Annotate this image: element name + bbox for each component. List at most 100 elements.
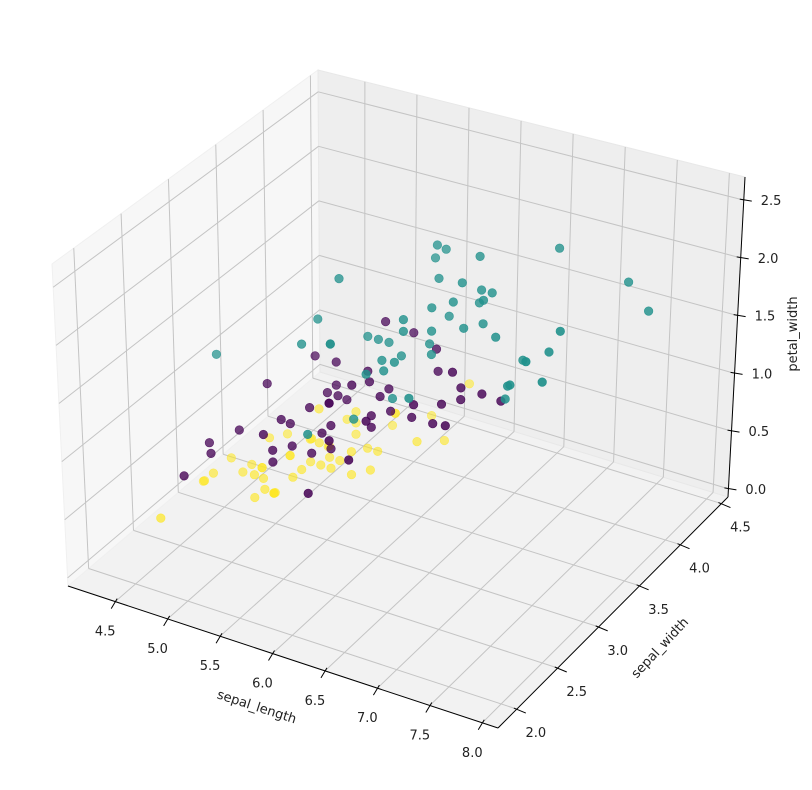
data-point bbox=[477, 389, 487, 399]
x-tick-mark bbox=[372, 684, 380, 696]
data-point bbox=[475, 251, 485, 261]
data-point bbox=[491, 332, 501, 342]
data-point bbox=[204, 438, 214, 448]
data-point bbox=[226, 453, 236, 463]
data-point bbox=[373, 334, 384, 345]
x-tick-label: 6.5 bbox=[305, 694, 326, 709]
data-point bbox=[342, 395, 352, 405]
z-tick-label: 0.5 bbox=[748, 425, 769, 440]
data-point bbox=[238, 467, 248, 477]
data-point bbox=[208, 468, 218, 478]
y-tick-mark bbox=[554, 666, 567, 673]
z-tick-label: 0.0 bbox=[745, 483, 766, 498]
data-point bbox=[521, 357, 531, 367]
x-tick-mark bbox=[163, 615, 171, 627]
data-point bbox=[478, 319, 488, 329]
data-point bbox=[427, 326, 437, 336]
data-point bbox=[331, 380, 341, 390]
data-point bbox=[505, 380, 515, 390]
data-point bbox=[373, 446, 383, 456]
data-point bbox=[464, 379, 475, 389]
data-point bbox=[363, 443, 373, 453]
data-point bbox=[276, 414, 286, 425]
data-point bbox=[349, 414, 359, 424]
floor-gridline-x bbox=[272, 431, 515, 654]
data-point bbox=[459, 323, 469, 333]
back-gridline-x bbox=[613, 146, 626, 462]
data-point bbox=[334, 274, 344, 284]
data-point bbox=[384, 337, 394, 348]
data-point bbox=[363, 331, 373, 342]
back-gridline-z bbox=[318, 200, 738, 317]
axes-panes bbox=[51, 69, 746, 729]
data-point bbox=[344, 455, 354, 465]
data-point bbox=[387, 393, 398, 404]
y-axis-line bbox=[497, 496, 729, 729]
x-tick-label: 7.5 bbox=[409, 728, 430, 743]
data-point bbox=[478, 295, 489, 305]
data-point bbox=[448, 297, 458, 307]
data-point bbox=[425, 339, 435, 349]
back-gridline-x bbox=[563, 133, 574, 447]
data-point bbox=[211, 349, 221, 359]
floor-gridline-y bbox=[133, 529, 558, 669]
data-point bbox=[364, 377, 375, 387]
data-point bbox=[487, 288, 497, 298]
data-point bbox=[365, 465, 376, 475]
data-point bbox=[268, 445, 278, 455]
left-gridline-z bbox=[55, 145, 319, 346]
data-point bbox=[440, 421, 450, 431]
x-axis-label: sepal_length bbox=[215, 688, 298, 728]
data-point bbox=[310, 351, 320, 361]
floor-gridline-x bbox=[114, 385, 366, 602]
data-point bbox=[361, 369, 371, 379]
x-tick-mark bbox=[110, 598, 118, 609]
y-tick-label: 3.5 bbox=[648, 603, 669, 618]
data-point bbox=[441, 244, 451, 254]
data-point bbox=[447, 367, 458, 377]
data-point bbox=[179, 471, 189, 481]
back-gridline-x bbox=[513, 120, 522, 432]
x-tick-mark bbox=[215, 632, 223, 644]
tick-labels: 4.5 5.0 5.5 6.0 6.5 7.0 7.5 8.0 2.0 2.5 3.0 3.5 4.0 4… bbox=[95, 194, 782, 761]
z-tick-mark bbox=[724, 487, 737, 491]
y-tick-mark bbox=[513, 707, 527, 714]
back-gridline-z bbox=[318, 145, 741, 259]
data-point bbox=[409, 400, 419, 410]
data-point bbox=[384, 384, 394, 394]
data-point bbox=[387, 420, 398, 431]
left-gridline-z bbox=[61, 254, 320, 463]
data-point bbox=[268, 457, 278, 467]
x-tick-mark bbox=[268, 650, 275, 661]
data-point bbox=[351, 429, 361, 439]
data-point bbox=[398, 326, 409, 337]
floor-gridline-x bbox=[219, 415, 465, 637]
y-tick-label: 4.5 bbox=[730, 521, 751, 536]
gridlines bbox=[52, 75, 744, 724]
data-point bbox=[346, 447, 357, 457]
data-point bbox=[247, 459, 257, 470]
floor-gridline-x bbox=[167, 400, 415, 620]
data-point bbox=[288, 472, 298, 482]
data-point bbox=[322, 388, 333, 398]
data-point bbox=[258, 473, 269, 484]
data-point bbox=[249, 470, 259, 480]
left-gridline-y bbox=[309, 75, 314, 379]
data-point bbox=[386, 406, 396, 416]
y-axis-label: sepal_width bbox=[629, 615, 692, 681]
floor-gridline-x bbox=[481, 492, 714, 724]
floor-gridline-y bbox=[178, 491, 599, 628]
y-tick-label: 2.0 bbox=[525, 726, 546, 741]
z-tick-label: 2.5 bbox=[761, 194, 782, 209]
back-gridline-x bbox=[712, 173, 730, 493]
data-point bbox=[544, 347, 554, 357]
data-point bbox=[623, 277, 634, 287]
z-tick-mark bbox=[733, 314, 746, 318]
data-point bbox=[555, 326, 565, 336]
data-point bbox=[326, 420, 336, 431]
data-point bbox=[285, 419, 295, 429]
left-gridline-y bbox=[120, 213, 134, 531]
back-gridline-z bbox=[319, 254, 735, 374]
data-point bbox=[270, 488, 280, 498]
